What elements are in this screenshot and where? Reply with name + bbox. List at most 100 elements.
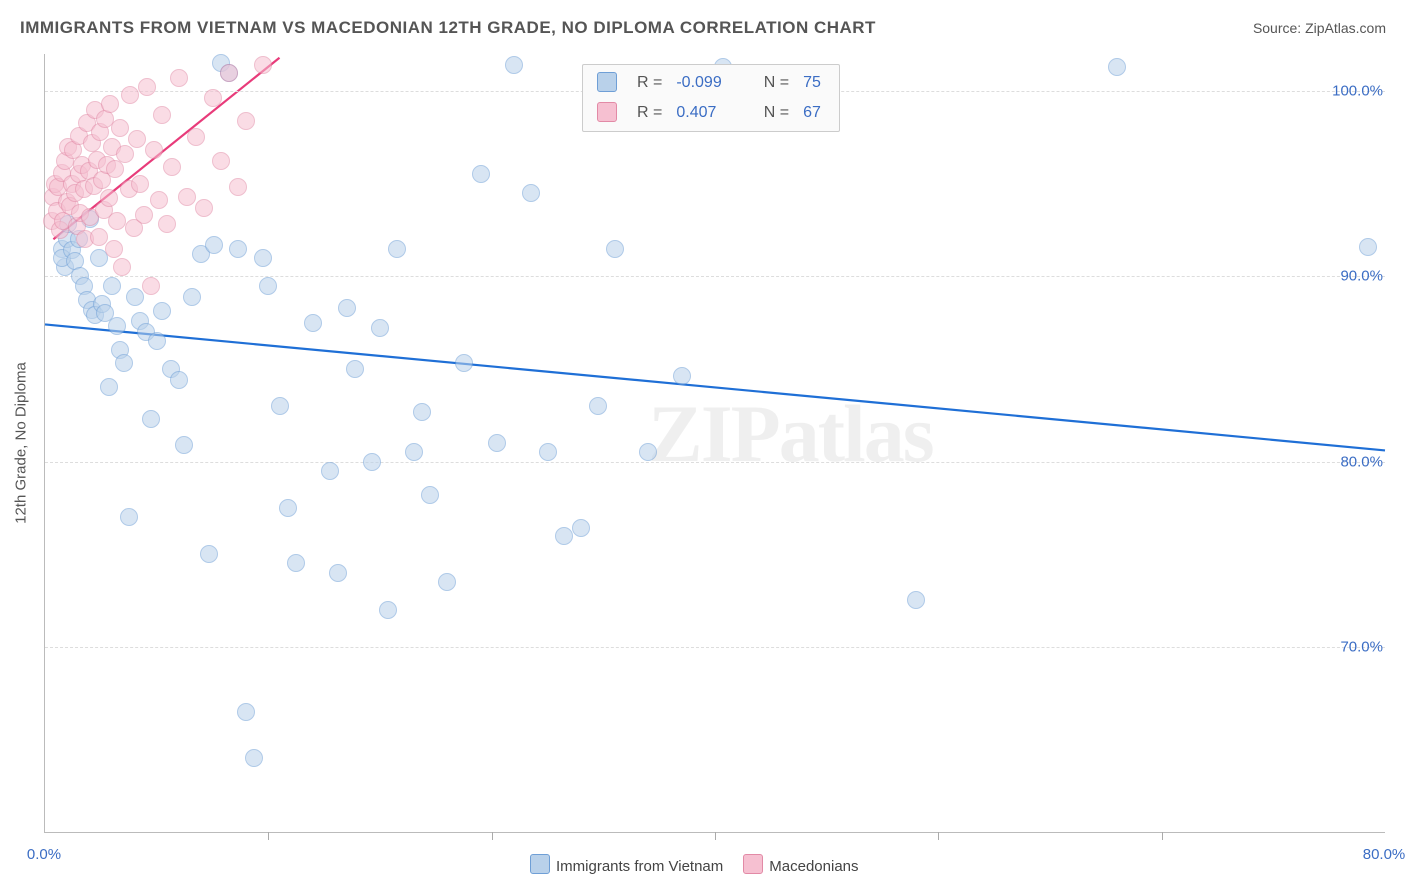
macedonian-point [142, 277, 160, 295]
vietnam-point [115, 354, 133, 372]
vietnam-point [153, 302, 171, 320]
vietnam-point [505, 56, 523, 74]
macedonian-point [121, 86, 139, 104]
vietnam-point [555, 527, 573, 545]
macedonian-point [111, 119, 129, 137]
macedonian-point [153, 106, 171, 124]
vietnam-point [405, 443, 423, 461]
vietnam-point [522, 184, 540, 202]
vietnam-point [539, 443, 557, 461]
vietnam-point [259, 277, 277, 295]
macedonian-point [170, 69, 188, 87]
macedonian-point [128, 130, 146, 148]
swatch-vietnam-bottom [530, 854, 550, 874]
macedonian-point [163, 158, 181, 176]
scatter-plot: 12th Grade, No Diploma ZIPatlas 70.0%80.… [44, 54, 1385, 833]
vietnam-point [455, 354, 473, 372]
vietnam-point [108, 317, 126, 335]
vietnam-point [329, 564, 347, 582]
macedonian-point [150, 191, 168, 209]
r-value-vietnam: -0.099 [670, 69, 727, 97]
r-label: R = [631, 69, 668, 97]
macedonian-point [135, 206, 153, 224]
vietnam-point [639, 443, 657, 461]
x-minor-tick [715, 832, 716, 840]
y-tick-label: 80.0% [1340, 453, 1383, 470]
y-tick-label: 100.0% [1332, 83, 1383, 100]
macedonian-point [105, 240, 123, 258]
x-tick-label: 80.0% [1363, 846, 1406, 863]
macedonian-point [131, 175, 149, 193]
chart-title: IMMIGRANTS FROM VIETNAM VS MACEDONIAN 12… [20, 18, 876, 38]
vietnam-point [229, 240, 247, 258]
vietnam-point [200, 545, 218, 563]
macedonian-point [212, 152, 230, 170]
stats-row-macedonian: R = 0.407N =67 [591, 99, 827, 127]
macedonian-point [187, 128, 205, 146]
x-minor-tick [492, 832, 493, 840]
macedonian-point [108, 212, 126, 230]
x-minor-tick [1162, 832, 1163, 840]
gridline-h [45, 462, 1385, 463]
vietnam-point [304, 314, 322, 332]
series-legend: Immigrants from Vietnam Macedonians [530, 854, 859, 875]
macedonian-point [145, 141, 163, 159]
vietnam-point [103, 277, 121, 295]
vietnam-point [148, 332, 166, 350]
swatch-macedonian-bottom [743, 854, 763, 874]
vietnam-point [606, 240, 624, 258]
macedonian-point [237, 112, 255, 130]
vietnam-point [472, 165, 490, 183]
macedonian-point [158, 215, 176, 233]
vietnam-point [100, 378, 118, 396]
vietnam-point [1108, 58, 1126, 76]
r-label: R = [631, 99, 668, 127]
y-tick-label: 90.0% [1340, 268, 1383, 285]
vietnam-point [271, 397, 289, 415]
vietnam-point [237, 703, 255, 721]
macedonian-point [178, 188, 196, 206]
vietnam-point [120, 508, 138, 526]
vietnam-point [205, 236, 223, 254]
y-tick-label: 70.0% [1340, 638, 1383, 655]
n-value-vietnam: 75 [797, 69, 827, 97]
vietnam-point [279, 499, 297, 517]
stats-legend: R =-0.099N =75R = 0.407N =67 [582, 64, 840, 132]
x-minor-tick [938, 832, 939, 840]
r-value-macedonian: 0.407 [670, 99, 727, 127]
vietnam-point [175, 436, 193, 454]
vietnam-point [142, 410, 160, 428]
vietnam-point [321, 462, 339, 480]
swatch-macedonian [597, 102, 617, 122]
vietnam-point [371, 319, 389, 337]
legend-item-macedonian: Macedonians [743, 854, 858, 875]
vietnam-point [589, 397, 607, 415]
vietnam-point [363, 453, 381, 471]
macedonian-point [138, 78, 156, 96]
macedonian-point [204, 89, 222, 107]
legend-label-vietnam: Immigrants from Vietnam [556, 858, 723, 875]
legend-label-macedonian: Macedonians [769, 858, 858, 875]
vietnam-point [388, 240, 406, 258]
vietnam-point [183, 288, 201, 306]
vietnam-point [245, 749, 263, 767]
vietnam-point [421, 486, 439, 504]
vietnam-point [572, 519, 590, 537]
n-label: N = [758, 99, 795, 127]
watermark: ZIPatlas [648, 387, 933, 481]
x-tick-label: 0.0% [27, 846, 61, 863]
macedonian-point [101, 95, 119, 113]
vietnam-point [907, 591, 925, 609]
macedonian-point [220, 64, 238, 82]
vietnam-trendline [45, 324, 1385, 450]
macedonian-point [116, 145, 134, 163]
vietnam-point [254, 249, 272, 267]
vietnam-point [1359, 238, 1377, 256]
x-minor-tick [268, 832, 269, 840]
vietnam-point [673, 367, 691, 385]
gridline-h [45, 647, 1385, 648]
macedonian-point [254, 56, 272, 74]
vietnam-point [379, 601, 397, 619]
swatch-vietnam [597, 72, 617, 92]
macedonian-point [113, 258, 131, 276]
